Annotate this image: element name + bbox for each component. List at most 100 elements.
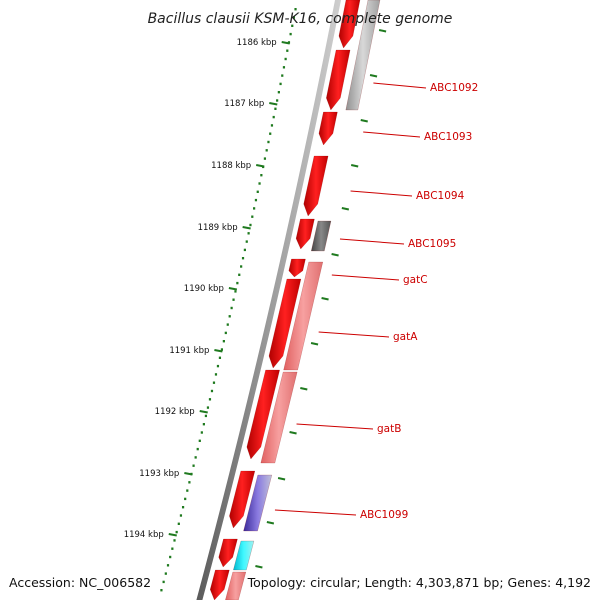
ruler-dot — [175, 530, 178, 534]
ruler-dot — [232, 298, 235, 301]
track-tick — [300, 387, 308, 391]
gene-label: gatC — [403, 274, 428, 286]
ruler-dot — [230, 306, 233, 310]
gene-leader-line — [373, 82, 427, 89]
ruler-dot — [228, 315, 231, 318]
ruler-dot — [206, 406, 210, 409]
outer-feature-pink — [283, 261, 324, 371]
ruler-dot — [274, 107, 277, 110]
gene-leader-line — [331, 274, 400, 281]
ruler-dot — [198, 439, 201, 442]
track-tick — [369, 74, 378, 78]
ruler-dot — [208, 398, 212, 401]
outer-feature-cyan — [233, 540, 255, 571]
ruler-dot — [181, 506, 185, 509]
ruler-tick — [214, 349, 223, 353]
ruler-dot — [267, 140, 270, 144]
gene-label: ABC1093 — [424, 131, 472, 143]
ruler-dot — [224, 331, 227, 335]
ruler-dot — [292, 16, 296, 19]
gene-label: ABC1094 — [416, 190, 465, 202]
ruler-tick-label: 1194 kbp — [124, 530, 164, 540]
ruler-dot — [276, 99, 279, 102]
ruler-dot — [265, 149, 268, 152]
ruler-dot — [260, 174, 263, 177]
outer-feature-pink — [260, 371, 298, 464]
track-tick — [360, 119, 368, 123]
gene-leader-line — [350, 190, 413, 197]
ruler-dot — [196, 447, 199, 451]
ruler-tick-label: 1188 kbp — [211, 161, 251, 171]
gene-label: ABC1092 — [430, 82, 478, 94]
ruler-dot — [164, 572, 167, 575]
ruler-dot — [270, 124, 274, 127]
ruler-dot — [160, 589, 163, 592]
outer-feature-purple — [243, 474, 273, 532]
ruler-dot — [272, 115, 275, 119]
ruler-dot — [243, 248, 246, 252]
cds-arrow — [218, 538, 238, 568]
gene-leader-line — [274, 509, 357, 516]
track-tick — [321, 297, 329, 301]
outer-feature-dark — [310, 220, 332, 252]
ruler-dot — [218, 356, 222, 359]
track-tick — [277, 477, 286, 481]
ruler-dot — [169, 555, 172, 559]
track-tick — [331, 253, 339, 257]
map-title: Bacillus clausii KSM-K16, complete genom… — [148, 11, 453, 27]
backbone-band — [196, 0, 341, 600]
ruler-tick — [242, 226, 251, 230]
gene-label: ABC1095 — [408, 238, 456, 250]
ruler-tick — [184, 472, 193, 476]
outer-feature-pink — [225, 571, 247, 600]
ruler-dot — [245, 240, 248, 243]
ruler-dot — [220, 348, 224, 351]
ruler-dot — [177, 522, 180, 525]
ruler-dot — [184, 497, 187, 501]
ruler-tick — [168, 533, 177, 537]
track-tick — [266, 521, 275, 525]
ruler-dot — [204, 414, 208, 418]
gene-leader-line — [363, 131, 421, 138]
ruler-dot — [238, 273, 241, 276]
gene-label-layer: ABC1092 ABC1093 ABC1094 ABC1095 gatC gatA gatB… — [274, 82, 478, 521]
ruler-dot — [188, 481, 191, 484]
feature-track — [209, 0, 387, 600]
ruler-dot — [210, 389, 214, 393]
cds-arrow — [229, 470, 256, 529]
cds-arrow — [303, 155, 329, 217]
ruler-tick-label: 1187 kbp — [224, 99, 264, 109]
track-tick — [341, 207, 350, 211]
ruler-dot — [166, 564, 170, 567]
ruler-dot — [212, 381, 216, 384]
cds-arrow — [318, 111, 338, 146]
ruler-dot — [226, 323, 229, 326]
ruler-dot — [263, 157, 267, 160]
track-tick — [289, 431, 297, 435]
ruler-dot — [200, 431, 203, 434]
ruler-dot — [256, 190, 259, 193]
cds-arrow — [338, 0, 361, 49]
ruler-dot — [279, 82, 282, 86]
track-tick — [350, 164, 359, 168]
track-tick — [378, 29, 387, 33]
ruler-dot — [186, 489, 189, 492]
ruler-dot — [281, 74, 284, 77]
ruler-dot — [294, 8, 297, 11]
track-tick — [310, 342, 319, 346]
ruler-dot — [258, 182, 261, 185]
ruler-dot — [214, 373, 218, 376]
ruler-tick-label: 1190 kbp — [184, 284, 224, 294]
gene-leader-line — [296, 423, 374, 430]
ruler-dot — [216, 364, 220, 368]
cds-arrow — [246, 369, 280, 460]
ruler-dot — [194, 456, 197, 459]
ruler-dot — [291, 24, 294, 27]
cds-arrow — [288, 258, 306, 278]
ruler-dot — [173, 539, 176, 542]
ruler-dot — [282, 66, 286, 69]
ruler-dot — [289, 32, 292, 36]
cds-arrow — [295, 218, 315, 250]
ruler-tick — [199, 410, 208, 414]
genome-backbone — [196, 0, 341, 600]
